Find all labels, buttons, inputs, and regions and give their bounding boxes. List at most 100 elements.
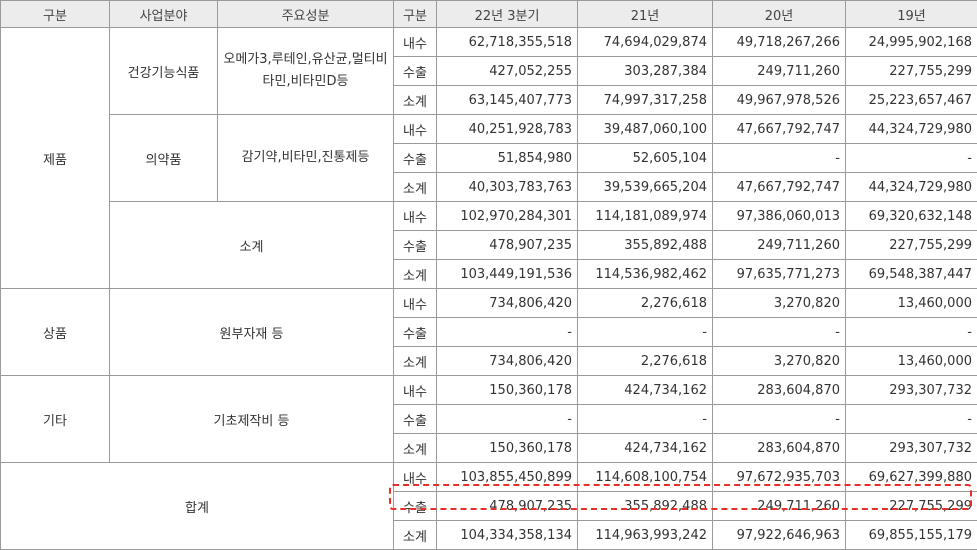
header-row: 구분 사업분야 주요성분 구분 22년 3분기 21년 20년 19년 <box>1 1 977 28</box>
row-label-domestic: 내수 <box>394 463 437 492</box>
value-cell: 69,855,155,179 <box>846 521 977 550</box>
value-cell: - <box>578 405 713 434</box>
value-cell: 40,303,783,763 <box>437 173 578 202</box>
value-cell: - <box>846 318 977 347</box>
value-cell: 47,667,792,747 <box>713 115 846 144</box>
table-row: 제품 건강기능식품 오메가3,루테인,유산균,멀티비타민,비타민D등 내수 62… <box>1 28 977 57</box>
value-cell: 97,635,771,273 <box>713 260 846 289</box>
value-cell: 74,997,317,258 <box>578 86 713 115</box>
field-health-food: 건강기능식품 <box>110 28 218 115</box>
group-other: 기타 <box>1 376 110 463</box>
value-cell: 227,755,299 <box>846 231 977 260</box>
value-cell: 25,223,657,467 <box>846 86 977 115</box>
row-label-export: 수출 <box>394 57 437 86</box>
value-cell: 44,324,729,980 <box>846 115 977 144</box>
row-label-export: 수출 <box>394 405 437 434</box>
value-cell: 114,963,993,242 <box>578 521 713 550</box>
value-cell: 49,718,267,266 <box>713 28 846 57</box>
value-cell: 293,307,732 <box>846 434 977 463</box>
value-cell: 44,324,729,980 <box>846 173 977 202</box>
value-cell: 478,907,235 <box>437 231 578 260</box>
value-cell: 424,734,162 <box>578 376 713 405</box>
row-label-export: 수출 <box>394 492 437 521</box>
value-cell: 13,460,000 <box>846 347 977 376</box>
table-row: 합계 내수 103,855,450,899 114,608,100,754 97… <box>1 463 977 492</box>
value-cell: 40,251,928,783 <box>437 115 578 144</box>
value-cell: 52,605,104 <box>578 144 713 173</box>
value-cell: 97,386,060,013 <box>713 202 846 231</box>
value-cell: 114,181,089,974 <box>578 202 713 231</box>
value-cell: - <box>713 144 846 173</box>
value-cell: - <box>846 144 977 173</box>
row-label-export: 수출 <box>394 318 437 347</box>
row-label-export: 수출 <box>394 231 437 260</box>
field-product-subtotal: 소계 <box>110 202 394 289</box>
value-cell: 424,734,162 <box>578 434 713 463</box>
header-business-field: 사업분야 <box>110 1 218 28</box>
value-cell: 39,539,665,204 <box>578 173 713 202</box>
value-cell: - <box>713 318 846 347</box>
value-cell: 2,276,618 <box>578 347 713 376</box>
value-cell: 150,360,178 <box>437 434 578 463</box>
value-cell: - <box>437 318 578 347</box>
table-row: 의약품 감기약,비타민,진통제등 내수 40,251,928,783 39,48… <box>1 115 977 144</box>
value-cell: 355,892,488 <box>578 492 713 521</box>
row-label-subtotal: 소계 <box>394 347 437 376</box>
value-cell: 63,145,407,773 <box>437 86 578 115</box>
field-pharma: 의약품 <box>110 115 218 202</box>
value-cell: 69,627,399,880 <box>846 463 977 492</box>
value-cell: 69,320,632,148 <box>846 202 977 231</box>
group-goods: 상품 <box>1 289 110 376</box>
header-22q3: 22년 3분기 <box>437 1 578 28</box>
value-cell: 227,755,299 <box>846 57 977 86</box>
group-product: 제품 <box>1 28 110 289</box>
value-cell: 2,276,618 <box>578 289 713 318</box>
value-cell: 62,718,355,518 <box>437 28 578 57</box>
header-20: 20년 <box>713 1 846 28</box>
value-cell: 114,536,982,462 <box>578 260 713 289</box>
value-cell: 24,995,902,168 <box>846 28 977 57</box>
header-19: 19년 <box>846 1 977 28</box>
row-label-domestic: 내수 <box>394 376 437 405</box>
value-cell: 150,360,178 <box>437 376 578 405</box>
header-main-components: 주요성분 <box>218 1 394 28</box>
value-cell: - <box>578 318 713 347</box>
table-row: 기타 기초제작비 등 내수 150,360,178 424,734,162 28… <box>1 376 977 405</box>
row-label-subtotal: 소계 <box>394 260 437 289</box>
row-label-export: 수출 <box>394 144 437 173</box>
components-pharma: 감기약,비타민,진통제등 <box>218 115 394 202</box>
value-cell: 39,487,060,100 <box>578 115 713 144</box>
value-cell: 13,460,000 <box>846 289 977 318</box>
value-cell: 283,604,870 <box>713 434 846 463</box>
value-cell: - <box>713 405 846 434</box>
row-label-domestic: 내수 <box>394 202 437 231</box>
table-row: 소계 내수 102,970,284,301 114,181,089,974 97… <box>1 202 977 231</box>
value-cell: 249,711,260 <box>713 231 846 260</box>
value-cell: 734,806,420 <box>437 289 578 318</box>
value-cell: 478,907,235 <box>437 492 578 521</box>
row-label-subtotal: 소계 <box>394 86 437 115</box>
row-label-domestic: 내수 <box>394 115 437 144</box>
value-cell: 227,755,299 <box>846 492 977 521</box>
value-cell: 97,672,935,703 <box>713 463 846 492</box>
value-cell: 69,548,387,447 <box>846 260 977 289</box>
value-cell: 355,892,488 <box>578 231 713 260</box>
row-label-subtotal: 소계 <box>394 521 437 550</box>
value-cell: 114,608,100,754 <box>578 463 713 492</box>
value-cell: 103,449,191,536 <box>437 260 578 289</box>
table-row: 상품 원부자재 등 내수 734,806,420 2,276,618 3,270… <box>1 289 977 318</box>
value-cell: 49,967,978,526 <box>713 86 846 115</box>
value-cell: 97,922,646,963 <box>713 521 846 550</box>
value-cell: 249,711,260 <box>713 492 846 521</box>
value-cell: - <box>437 405 578 434</box>
header-21: 21년 <box>578 1 713 28</box>
field-basic-cost: 기초제작비 등 <box>110 376 394 463</box>
value-cell: 102,970,284,301 <box>437 202 578 231</box>
header-type: 구분 <box>394 1 437 28</box>
row-label-domestic: 내수 <box>394 28 437 57</box>
value-cell: 47,667,792,747 <box>713 173 846 202</box>
header-category: 구분 <box>1 1 110 28</box>
value-cell: 3,270,820 <box>713 289 846 318</box>
value-cell: 303,287,384 <box>578 57 713 86</box>
